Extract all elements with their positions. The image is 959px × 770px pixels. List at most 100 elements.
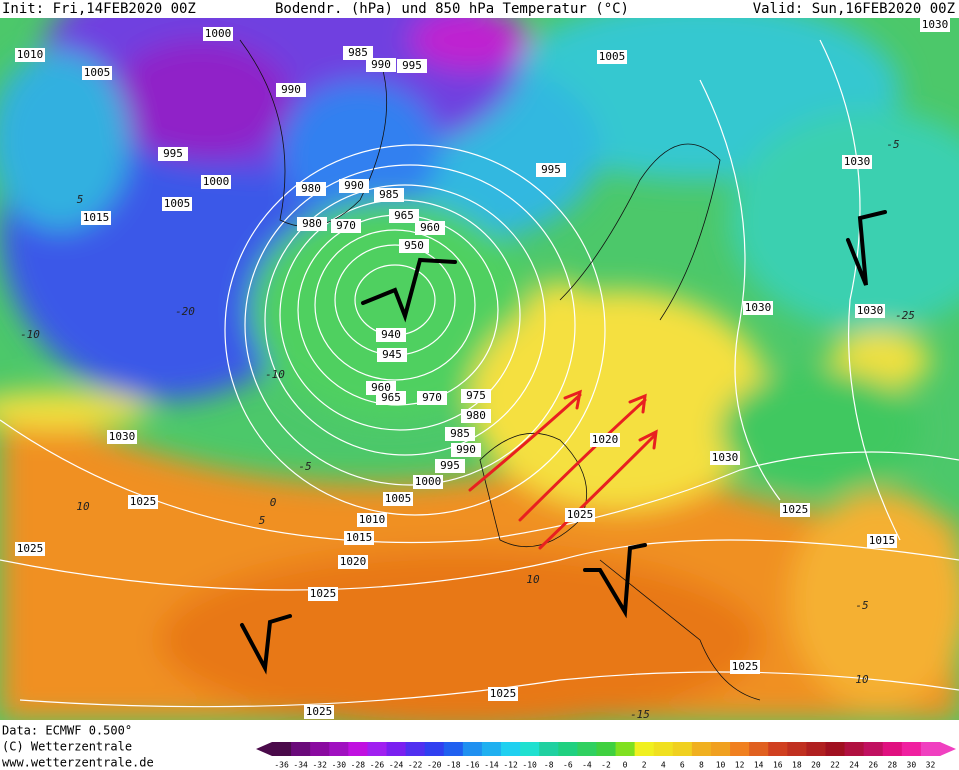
isobar-label: 950: [404, 239, 424, 252]
isobar-label-bg: [107, 430, 137, 444]
isobar-label-bg: [445, 427, 475, 441]
colorbar-tick-label: 30: [907, 761, 917, 770]
isobar-label: 1020: [340, 555, 367, 568]
colorbar-tick-label: 16: [773, 761, 783, 770]
colorbar: -36 -34 -32 -30 -28 -26 -24 -22 -20 -18 -16 -14 -12-…: [256, 742, 956, 770]
isobar-label: 940: [381, 328, 401, 341]
init-time: Init: Fri,14FEB2020 00Z: [2, 1, 196, 17]
isobar-label: 985: [379, 188, 399, 201]
colorbar-tick-label: 22: [830, 761, 840, 770]
colorbar-swatch: [653, 742, 674, 756]
colorbar-swatch: [691, 742, 712, 756]
temperature-label: -25: [895, 309, 915, 322]
isobar-label-bg: [435, 459, 465, 473]
isobar-label: 1030: [712, 451, 739, 464]
colorbar-swatch: [577, 742, 597, 756]
isobar-label-bg: [415, 221, 445, 235]
colorbar-swatch: [462, 742, 483, 756]
colorbar-tick-label: -8: [544, 761, 554, 770]
colorbar-tick-label: -34: [293, 761, 308, 770]
isobar-label: 1000: [415, 475, 442, 488]
isobar-label: 1025: [17, 542, 44, 555]
isobar-label-bg: [867, 534, 897, 548]
isobar-label-bg: [128, 495, 158, 509]
website: www.wetterzentrale.de: [2, 756, 154, 770]
map-title: Bodendr. (hPa) und 850 hPa Temperatur (°…: [275, 1, 629, 17]
colorbar-swatch: [291, 742, 311, 756]
isobar-label: 1030: [922, 18, 949, 31]
colorbar-swatch: [768, 742, 788, 756]
isobar-label-bg: [730, 660, 760, 674]
red-arrows: [468, 389, 658, 550]
colorbar-swatch: [825, 742, 846, 756]
colorbar-swatch: [901, 742, 922, 756]
isobar-label-bg: [399, 239, 429, 253]
isobar-label: 1030: [844, 155, 871, 168]
isobar-label-bg: [331, 219, 361, 233]
colorbar-swatch: [920, 742, 941, 756]
isobar-label-bg: [536, 163, 566, 177]
isobar-label-bg: [920, 18, 950, 32]
isobar-label: 1030: [109, 430, 136, 443]
isobar-label-bg: [842, 155, 872, 169]
isobar-label-bg: [344, 531, 374, 545]
isobar-label-bg: [276, 83, 306, 97]
isobar-label: 1025: [310, 587, 337, 600]
isobar-label: 995: [402, 59, 422, 72]
colorbar-tick-label: -32: [312, 761, 327, 770]
isobar-label-bg: [201, 175, 231, 189]
copyright: (C) Wetterzentrale: [2, 740, 132, 754]
temperature-label: 10: [76, 500, 90, 513]
isobar-label-bg: [296, 182, 326, 196]
isobar-label: 995: [163, 147, 183, 160]
temperature-label: -5: [298, 460, 311, 473]
temperature-label: -5: [886, 138, 899, 151]
colorbar-swatch: [596, 742, 617, 756]
isobar-label: 1025: [130, 495, 157, 508]
colorbar-swatch: [272, 742, 292, 756]
isobar-label: 1010: [17, 48, 44, 61]
isobar-label: 1005: [84, 66, 111, 79]
colorbar-tick-label: -6: [563, 761, 573, 770]
isobar-label: 1030: [745, 301, 772, 314]
isobar-label: 1025: [732, 660, 759, 673]
isobar-label-bg: [15, 542, 45, 556]
colorbar-end: [256, 742, 272, 756]
isobar-label-bg: [343, 46, 373, 60]
isobar-label-bg: [374, 188, 404, 202]
colorbar-swatch: [672, 742, 693, 756]
isobar-label: 995: [541, 163, 561, 176]
isobar-label: 965: [394, 209, 414, 222]
colorbar-tick-label: 14: [754, 761, 764, 770]
temperature-label: 0: [270, 496, 277, 509]
isobar-label-bg: [82, 66, 112, 80]
colorbar-swatch: [405, 742, 426, 756]
isobar-label-bg: [743, 301, 773, 315]
colorbar-swatch: [443, 742, 464, 756]
isobar-label-bg: [376, 391, 406, 405]
colorbar-tick-label: 8: [699, 761, 704, 770]
isobar-label-bg: [366, 58, 396, 72]
colorbar-swatch: [424, 742, 445, 756]
colorbar-tick-label: -2: [601, 761, 611, 770]
colorbar-tick-label: -4: [582, 761, 592, 770]
isobar-label: 980: [466, 409, 486, 422]
isobar-label-bg: [357, 513, 387, 527]
colorbar-swatch: [710, 742, 731, 756]
isobar-label: 1005: [164, 197, 191, 210]
isobar-label-bg: [488, 687, 518, 701]
colorbar-tick-label: 32: [926, 761, 936, 770]
temperature-label: -20: [175, 305, 195, 318]
temperature-label: -10: [265, 368, 285, 381]
colorbar-swatch: [863, 742, 884, 756]
colorbar-tick-label: -24: [389, 761, 404, 770]
isobar-label-bg: [15, 48, 45, 62]
colorbar-end: [940, 742, 956, 756]
isobar-label-bg: [780, 503, 810, 517]
isobar-label: 970: [336, 219, 356, 232]
colorbar-tick-label: -16: [465, 761, 480, 770]
isobar-label: 1015: [346, 531, 373, 544]
isobar-label-bg: [413, 475, 443, 489]
isobar-label-bg: [397, 59, 427, 73]
isobar-label-bg: [338, 555, 368, 569]
